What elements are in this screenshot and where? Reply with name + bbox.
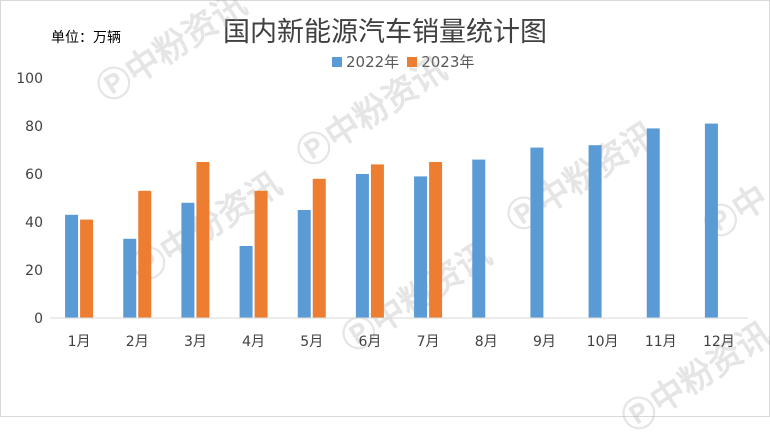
legend-swatch-2022 — [332, 56, 342, 67]
y-tick-label: 40 — [25, 215, 43, 231]
unit-label: 单位：万辆 — [51, 30, 121, 46]
x-tick-label: 1月 — [68, 334, 91, 350]
x-tick-label: 4月 — [242, 334, 265, 350]
x-tick-label: 2月 — [126, 334, 149, 350]
x-tick-label: 12月 — [703, 334, 735, 350]
bar-2023年-5月 — [312, 178, 326, 318]
bar-2022年-9月 — [530, 147, 544, 318]
x-tick-label: 10月 — [587, 334, 619, 350]
y-tick-label: 0 — [34, 311, 43, 327]
bar-2022年-11月 — [646, 128, 660, 318]
x-tick-label: 5月 — [300, 334, 323, 350]
bar-2022年-3月 — [181, 202, 195, 318]
bar-2022年-1月 — [65, 214, 79, 318]
x-tick-label: 7月 — [417, 334, 440, 350]
legend-label-2023: 2023年 — [421, 53, 475, 71]
bar-2023年-7月 — [429, 162, 443, 318]
bar-2023年-3月 — [196, 162, 210, 318]
bar-2023年-2月 — [138, 190, 152, 318]
legend-swatch-2023 — [407, 56, 418, 67]
bar-2023年-1月 — [80, 219, 94, 318]
y-tick-label: 60 — [25, 167, 43, 183]
bar-2022年-5月 — [297, 210, 311, 318]
chart-frame — [0, 0, 770, 417]
bar-2023年-6月 — [370, 164, 384, 318]
legend-item-2023: 2023年 — [407, 51, 474, 72]
bar-2022年-12月 — [704, 123, 718, 318]
x-tick-label: 3月 — [184, 334, 207, 350]
bar-2022年-6月 — [355, 174, 369, 318]
bar-chart: 0 20 40 60 80 100 1月 2月 3月 4月 5月 6月 7月 8月 9月 10月 11月 12月 — [16, 71, 748, 350]
y-tick-label: 80 — [25, 119, 43, 135]
legend-label-2022: 2022年 — [346, 53, 400, 71]
y-tick-label: 100 — [16, 71, 43, 87]
x-tick-label: 8月 — [475, 334, 498, 350]
y-tick-label: 20 — [25, 263, 43, 279]
x-tick-label: 11月 — [645, 334, 677, 350]
bar-2022年-4月 — [239, 246, 253, 318]
chart-title: 国内新能源汽车销量统计图 — [223, 17, 547, 48]
bar-2023年-4月 — [254, 190, 268, 318]
bar-2022年-7月 — [414, 176, 428, 318]
legend: 2022年 2023年 — [332, 51, 482, 72]
bar-2022年-8月 — [472, 159, 486, 318]
x-tick-label: 6月 — [358, 334, 381, 350]
bar-2022年-2月 — [123, 238, 137, 318]
legend-item-2022: 2022年 — [332, 51, 399, 72]
bar-2022年-10月 — [588, 145, 602, 318]
x-tick-label: 9月 — [533, 334, 556, 350]
